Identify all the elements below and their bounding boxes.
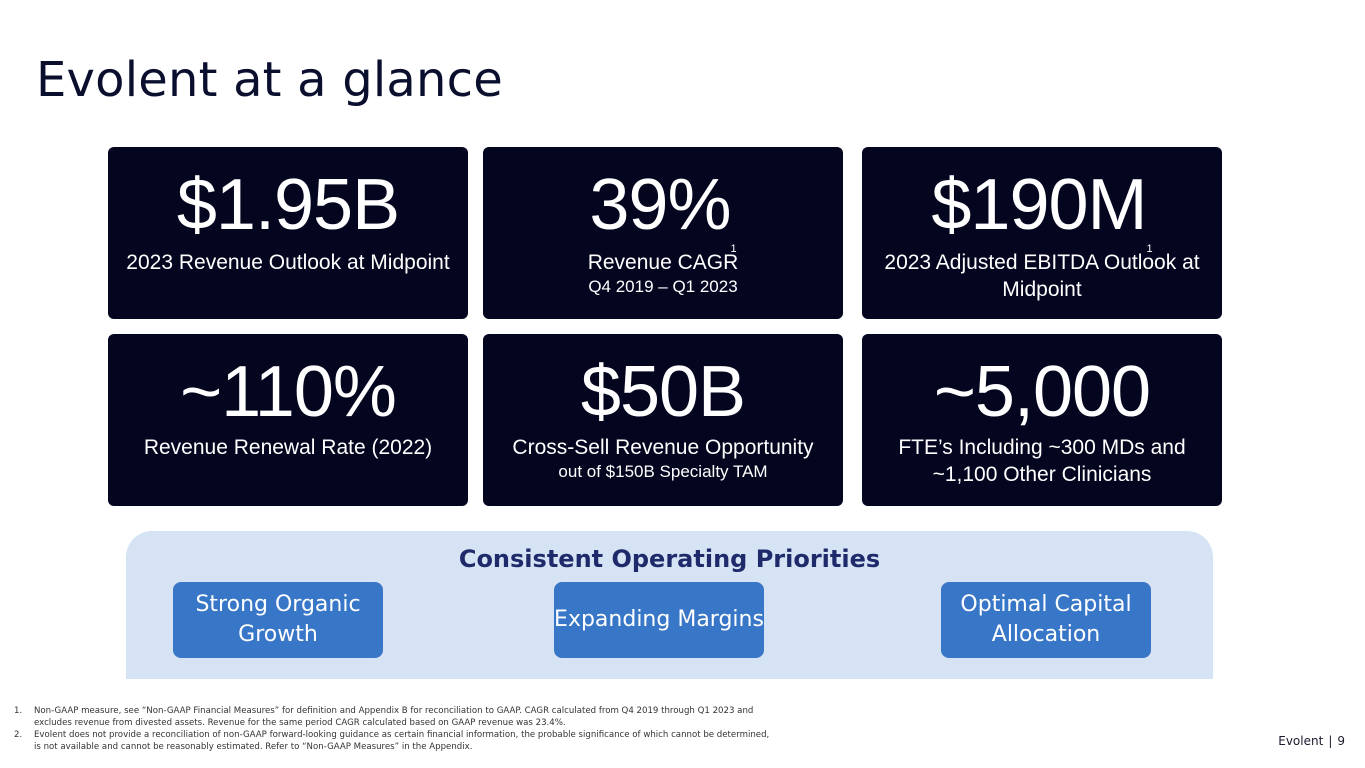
stat-value: $50B [580,352,746,432]
footnote-marker: 1 [1146,243,1153,255]
stat-card-revenue-cagr: 39%1 Revenue CAGR Q4 2019 – Q1 2023 [483,147,843,319]
stat-label: FTE’s Including ~300 MDs and ~1,100 Othe… [898,436,1186,486]
stat-card-cross-sell: $50B Cross-Sell Revenue Opportunity out … [483,334,843,506]
stat-sublabel: Q4 2019 – Q1 2023 [588,277,738,296]
stat-label: Revenue Renewal Rate (2022) [143,436,433,459]
footnote-text: Evolent does not provide a reconciliatio… [34,730,770,752]
stat-label: 2023 Revenue Outlook at Midpoint [126,251,450,274]
page-number: 9 [1337,734,1345,748]
stat-label: Cross-Sell Revenue Opportunity [512,436,814,459]
page-title: Evolent at a glance [36,52,503,108]
stat-value: $190M [931,165,1147,245]
priority-organic-growth: Strong Organic Growth [173,582,383,658]
priority-capital-allocation: Optimal Capital Allocation [941,582,1151,658]
priority-expanding-margins: Expanding Margins [554,582,764,658]
stat-card-revenue-outlook: $1.95B 2023 Revenue Outlook at Midpoint [108,147,468,319]
stat-card-ebitda-outlook: $190M1 2023 Adjusted EBITDA Outlook at M… [862,147,1222,319]
stat-value: 39% [589,165,731,245]
stat-card-renewal-rate: ~110% Revenue Renewal Rate (2022) [108,334,468,506]
stat-value: ~5,000 [933,352,1151,432]
footnotes: 1. Non-GAAP measure, see “Non-GAAP Finan… [14,705,774,753]
footnote-number: 1. [14,706,23,716]
operating-priorities-panel: Consistent Operating Priorities Strong O… [126,531,1213,679]
footnote-number: 2. [14,730,23,740]
footer-brand: Evolent [1278,734,1324,748]
stat-card-fte: ~5,000 FTE’s Including ~300 MDs and ~1,1… [862,334,1222,506]
priorities-heading: Consistent Operating Priorities [458,545,881,573]
footnote-text: Non-GAAP measure, see “Non-GAAP Financia… [34,706,754,728]
stat-sublabel: out of $150B Specialty TAM [558,462,768,481]
footnote-2: 2. Evolent does not provide a reconcilia… [14,729,774,753]
stat-label: 2023 Adjusted EBITDA Outlook at Midpoint [884,251,1200,301]
slide-footer: Evolent | 9 [1278,734,1345,748]
footer-separator: | [1328,734,1333,748]
footnote-1: 1. Non-GAAP measure, see “Non-GAAP Finan… [14,705,774,729]
footnote-marker: 1 [730,243,737,255]
stat-label: Revenue CAGR [587,251,739,274]
stat-value: ~110% [180,352,397,432]
stat-value: $1.95B [176,165,400,245]
